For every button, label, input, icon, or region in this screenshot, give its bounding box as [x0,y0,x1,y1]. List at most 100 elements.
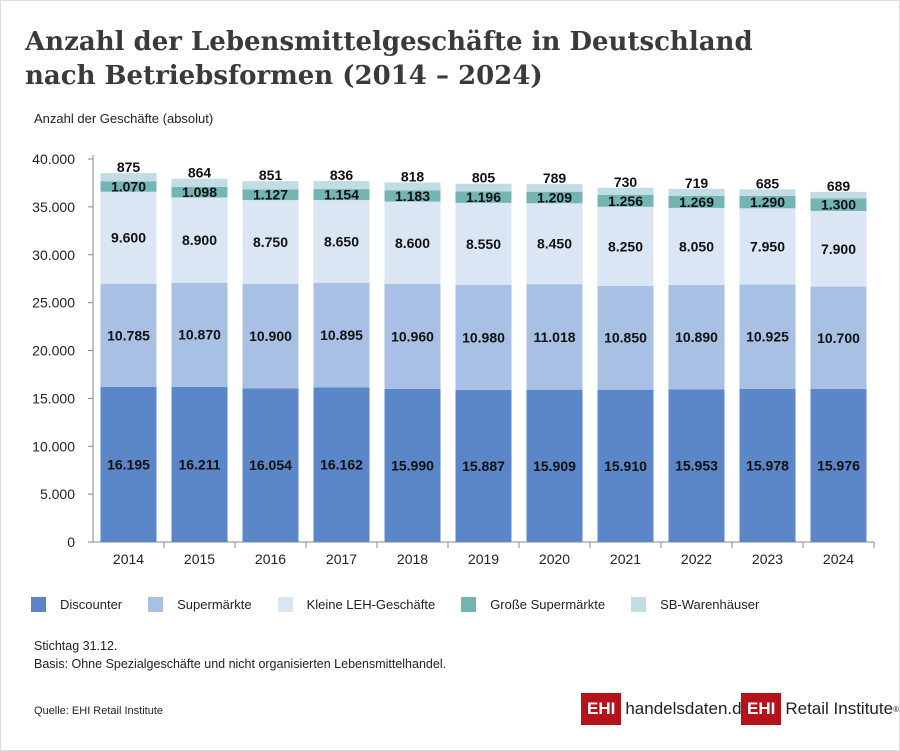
y-tick-label: 40.000 [32,151,75,167]
data-label: 1.183 [395,188,430,204]
data-label: 818 [401,168,425,184]
x-tick-label: 2019 [468,551,499,567]
data-label: 8.550 [466,236,501,252]
x-tick-label: 2014 [113,551,144,567]
data-label: 8.250 [608,238,643,254]
legend-item: Große Supermärkte [461,597,605,612]
bar-segment-discounter [810,389,867,542]
data-label: 1.196 [466,189,501,205]
data-label: 10.925 [746,329,789,345]
bar-segment-sb-warenh-user [455,183,512,192]
data-label: 8.050 [679,238,714,254]
bar-segment-kleine-leh-gesch-fte [313,200,370,283]
data-label: 16.162 [320,457,363,473]
data-label: 8.450 [537,236,572,252]
bar-segment-superm-rkte [384,283,441,389]
bar-segment-kleine-leh-gesch-fte [668,207,725,285]
legend-item: Supermärkte [148,597,252,612]
data-label: 10.900 [249,328,292,344]
bar-segment-gro-e-superm-rkte [668,195,725,208]
bar-segment-discounter [526,389,583,542]
bar-segment-sb-warenh-user [597,187,654,195]
data-label: 8.900 [182,232,217,248]
bar-segment-sb-warenh-user [384,182,441,191]
legend-swatch [631,597,647,612]
data-label: 836 [330,167,354,183]
data-label: 851 [259,167,283,183]
data-label: 10.895 [320,327,363,343]
bar-segment-kleine-leh-gesch-fte [242,200,299,284]
legend-label: SB-Warenhäuser [660,597,760,612]
bar-segment-superm-rkte [455,284,512,390]
bar-segment-superm-rkte [810,286,867,390]
legend-label: Große Supermärkte [490,597,606,612]
bar-segment-kleine-leh-gesch-fte [739,208,796,285]
bar-segment-kleine-leh-gesch-fte [810,210,867,287]
data-label: 15.953 [675,458,718,474]
bar-segment-gro-e-superm-rkte [526,191,583,204]
bar-segment-gro-e-superm-rkte [739,195,796,209]
bar-segment-kleine-leh-gesch-fte [100,191,157,284]
y-tick-label: 25.000 [32,295,75,311]
notes: Stichtag 31.12. Basis: Ohne Spezialgesch… [34,637,446,673]
x-tick-label: 2021 [610,551,641,567]
bar-segment-kleine-leh-gesch-fte [384,201,441,284]
data-label: 730 [614,174,638,190]
x-tick-label: 2022 [681,551,712,567]
data-label: 10.960 [391,328,434,344]
bar-segment-gro-e-superm-rkte [455,191,512,203]
data-label: 7.900 [821,241,856,257]
bar-segment-gro-e-superm-rkte [171,186,228,198]
data-label: 15.990 [391,457,434,473]
legend-label: Supermärkte [177,597,252,612]
bar-segment-superm-rkte [668,284,725,390]
data-label: 15.978 [746,458,789,474]
bar-segment-gro-e-superm-rkte [313,189,370,201]
bar-segment-sb-warenh-user [242,181,299,190]
bar-segment-discounter [100,386,157,542]
bar-segment-gro-e-superm-rkte [242,189,299,201]
x-tick-label: 2020 [539,551,570,567]
data-label: 10.980 [462,329,505,345]
y-tick-label: 30.000 [32,247,75,263]
data-label: 16.054 [249,457,292,473]
y-tick-label: 20.000 [32,343,75,359]
bar-segment-superm-rkte [597,285,654,390]
x-tick-label: 2024 [823,551,854,567]
legend-swatch [461,597,477,612]
handelsdaten-logo: EHI handelsdaten.de [581,693,751,725]
y-tick-label: 35.000 [32,199,75,215]
bar-segment-kleine-leh-gesch-fte [526,203,583,285]
data-label: 10.850 [604,330,647,346]
bar-segment-discounter [668,389,725,542]
note-date: Stichtag 31.12. [34,639,118,653]
y-tick-label: 0 [67,534,75,550]
bar-segment-superm-rkte [100,283,157,387]
bar-segment-sb-warenh-user [810,191,867,199]
bar-segment-superm-rkte [313,282,370,388]
legend-item: Kleine LEH-Geschäfte [277,597,436,612]
x-tick-label: 2016 [255,551,286,567]
chart-title: Anzahl der Lebensmittelgeschäfte in Deut… [25,27,753,91]
data-label: 9.600 [111,230,146,246]
y-tick-label: 5.000 [40,486,75,502]
legend-label: Kleine LEH-Geschäfte [306,597,436,612]
bar-segment-discounter [313,387,370,542]
data-label: 10.890 [675,329,718,345]
bar-segment-sb-warenh-user [668,188,725,196]
data-label: 16.195 [107,456,150,472]
data-label: 864 [188,165,212,181]
bar-segment-kleine-leh-gesch-fte [597,206,654,286]
data-label: 10.700 [817,330,860,346]
bar-segment-discounter [455,389,512,542]
data-label: 875 [117,159,141,175]
legend-item: Discounter [31,597,122,612]
bar-segment-sb-warenh-user [313,181,370,190]
source: Quelle: EHI Retail Institute [34,705,164,717]
bar-segment-superm-rkte [242,283,299,389]
data-label: 16.211 [178,456,220,472]
bar-segment-discounter [597,389,654,542]
data-label: 1.300 [821,197,856,213]
